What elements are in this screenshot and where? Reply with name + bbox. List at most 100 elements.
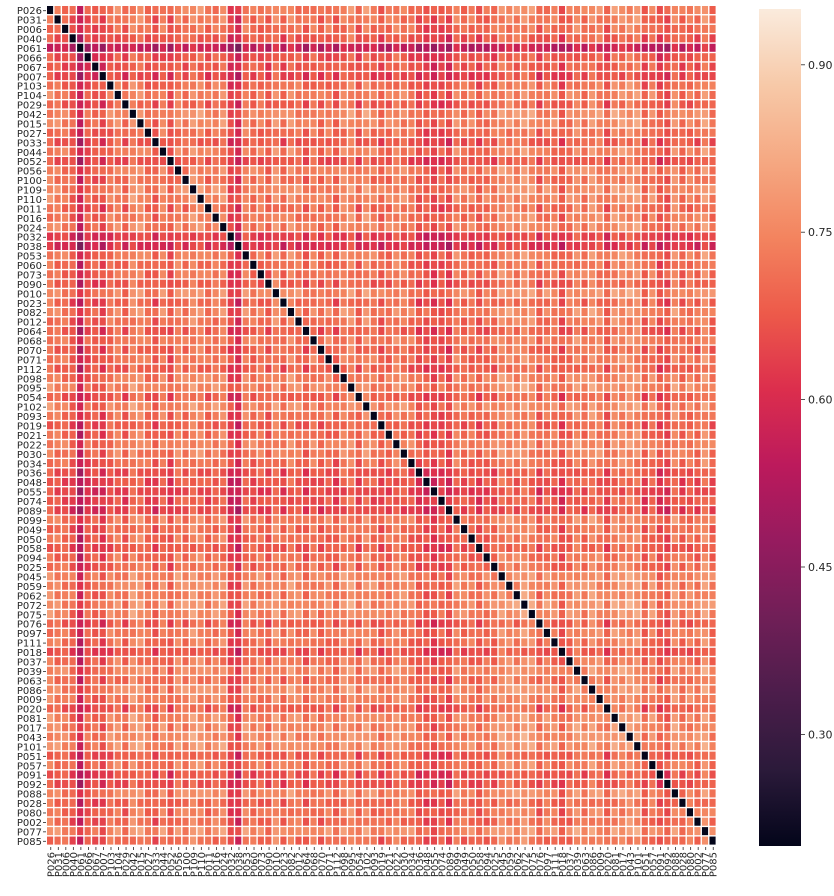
heatmap-cell-P024-P049 xyxy=(461,223,468,232)
heatmap-cell-P070-P061 xyxy=(77,345,84,354)
heatmap-cell-P007-P111 xyxy=(551,72,558,81)
heatmap-cell-P026-P048 xyxy=(423,6,430,15)
heatmap-cell-P044-P066 xyxy=(84,147,91,156)
heatmap-cell-P016-P067 xyxy=(92,213,99,222)
heatmap-cell-P034-P022 xyxy=(393,459,400,468)
heatmap-cell-P021-P110 xyxy=(197,430,204,439)
heatmap-cell-P038-P029 xyxy=(122,241,129,250)
heatmap-cell-P103-P037 xyxy=(566,81,573,90)
heatmap-cell-P033-P091 xyxy=(656,138,663,147)
heatmap-cell-P029-P030 xyxy=(400,100,407,109)
heatmap-cell-P061-P002 xyxy=(694,43,701,52)
heatmap-cell-P095-P066 xyxy=(84,383,91,392)
heatmap-cell-P021-P032 xyxy=(227,430,234,439)
heatmap-cell-P044-P091 xyxy=(656,147,663,156)
heatmap-cell-P038-P054 xyxy=(355,241,362,250)
heatmap-cell-P067-P097 xyxy=(543,62,550,71)
heatmap-cell-P011-P034 xyxy=(408,204,415,213)
heatmap-cell-P056-P043 xyxy=(626,166,633,175)
heatmap-cell-P053-P028 xyxy=(679,251,686,260)
heatmap-cell-P089-P023 xyxy=(280,506,287,515)
heatmap-cell-P102-P092 xyxy=(664,402,671,411)
heatmap-cell-P033-P002 xyxy=(694,138,701,147)
heatmap-cell-P060-P066 xyxy=(84,260,91,269)
heatmap-cell-P056-P097 xyxy=(543,166,550,175)
heatmap-cell-P100-P057 xyxy=(649,175,656,184)
heatmap-cell-P064-P104 xyxy=(114,326,121,335)
heatmap-cell-P070-P009 xyxy=(596,345,603,354)
heatmap-cell-P093-P056 xyxy=(174,411,182,420)
heatmap-cell-P070-P059 xyxy=(506,345,513,354)
heatmap-cell-P095-P070 xyxy=(318,383,325,392)
heatmap-cell-P052-P063 xyxy=(581,157,588,166)
heatmap-cell-P030-P089 xyxy=(445,449,453,458)
heatmap-cell-P040-P007 xyxy=(99,34,106,43)
heatmap-cell-P030-P067 xyxy=(92,449,99,458)
heatmap-cell-P098-P077 xyxy=(701,374,709,383)
heatmap-cell-P011-P016 xyxy=(212,204,219,213)
heatmap-cell-P100-P034 xyxy=(408,175,415,184)
heatmap-cell-P015-P067 xyxy=(92,119,99,128)
heatmap-cell-P031-P051 xyxy=(641,15,648,24)
heatmap-cell-P089-P093 xyxy=(370,506,377,515)
heatmap-cell-P010-P094 xyxy=(483,289,490,298)
heatmap-cell-P006-P080 xyxy=(686,24,694,33)
heatmap-cell-P055-P099 xyxy=(453,487,460,496)
heatmap-cell-P040-P002 xyxy=(694,34,701,43)
heatmap-cell-P061-P077 xyxy=(701,43,709,52)
heatmap-cell-P049-P090 xyxy=(265,525,272,534)
heatmap-cell-P099-P048 xyxy=(423,515,430,524)
heatmap-cell-P040-P027 xyxy=(144,34,151,43)
heatmap-cell-P074-P076 xyxy=(536,496,543,505)
heatmap-cell-P082-P094 xyxy=(483,308,490,317)
heatmap-cell-P102-P018 xyxy=(558,402,566,411)
heatmap-cell-P052-P091 xyxy=(656,157,663,166)
heatmap-cell-P073-P032 xyxy=(227,270,234,279)
heatmap-cell-P082-P023 xyxy=(280,308,287,317)
heatmap-cell-P019-P077 xyxy=(701,421,709,430)
heatmap-cell-P082-P089 xyxy=(445,308,453,317)
heatmap-cell-P064-P053 xyxy=(242,326,249,335)
heatmap-cell-P027-P098 xyxy=(340,128,347,137)
heatmap-cell-P073-P082 xyxy=(287,270,295,279)
heatmap-cell-P029-P103 xyxy=(107,100,114,109)
heatmap-cell-P066-P059 xyxy=(506,53,513,62)
heatmap-cell-P022-P093 xyxy=(370,440,377,449)
heatmap-cell-P024-P043 xyxy=(626,223,633,232)
heatmap-cell-P040-P060 xyxy=(250,34,257,43)
heatmap-cell-P053-P020 xyxy=(604,251,611,260)
heatmap-cell-P060-P018 xyxy=(558,260,566,269)
heatmap-cell-P027-P055 xyxy=(430,128,438,137)
heatmap-cell-P049-P044 xyxy=(159,525,167,534)
heatmap-cell-P093-P073 xyxy=(257,411,264,420)
heatmap-cell-P093-P015 xyxy=(137,411,144,420)
heatmap-cell-P007-P040 xyxy=(69,72,76,81)
heatmap-cell-P099-P021 xyxy=(385,515,392,524)
heatmap-cell-P054-P063 xyxy=(581,392,588,402)
heatmap-cell-P055-P024 xyxy=(220,487,227,496)
heatmap-cell-P067-P061 xyxy=(77,62,84,71)
heatmap-cell-P089-P009 xyxy=(596,506,603,515)
heatmap-cell-P093-P102 xyxy=(363,411,370,420)
heatmap-cell-P098-P016 xyxy=(212,374,219,383)
heatmap-cell-P102-P057 xyxy=(649,402,656,411)
heatmap-cell-P109-P094 xyxy=(483,185,490,194)
heatmap-cell-P031-P024 xyxy=(220,15,227,24)
heatmap-cell-P053-P070 xyxy=(318,251,325,260)
heatmap-cell-P021-P080 xyxy=(686,430,694,439)
heatmap-cell-P032-P052 xyxy=(167,232,174,241)
heatmap-cell-P074-P060 xyxy=(250,496,257,505)
heatmap-cell-P073-P094 xyxy=(483,270,490,279)
heatmap-cell-P021-P050 xyxy=(468,430,475,439)
heatmap-cell-P023-P027 xyxy=(144,298,151,307)
heatmap-cell-P010-P006 xyxy=(62,289,69,298)
heatmap-cell-P031-P094 xyxy=(483,15,490,24)
heatmap-cell-P042-P002 xyxy=(694,109,701,118)
heatmap-cell-P038-P064 xyxy=(302,241,310,250)
heatmap-cell-P033-P049 xyxy=(461,138,468,147)
heatmap-cell-P011-P032 xyxy=(227,204,234,213)
heatmap-cell-P098-P093 xyxy=(370,374,377,383)
heatmap-cell-P034-P088 xyxy=(671,459,678,468)
heatmap-cell-P104-P048 xyxy=(423,90,430,99)
heatmap-cell-P011-P009 xyxy=(596,204,603,213)
